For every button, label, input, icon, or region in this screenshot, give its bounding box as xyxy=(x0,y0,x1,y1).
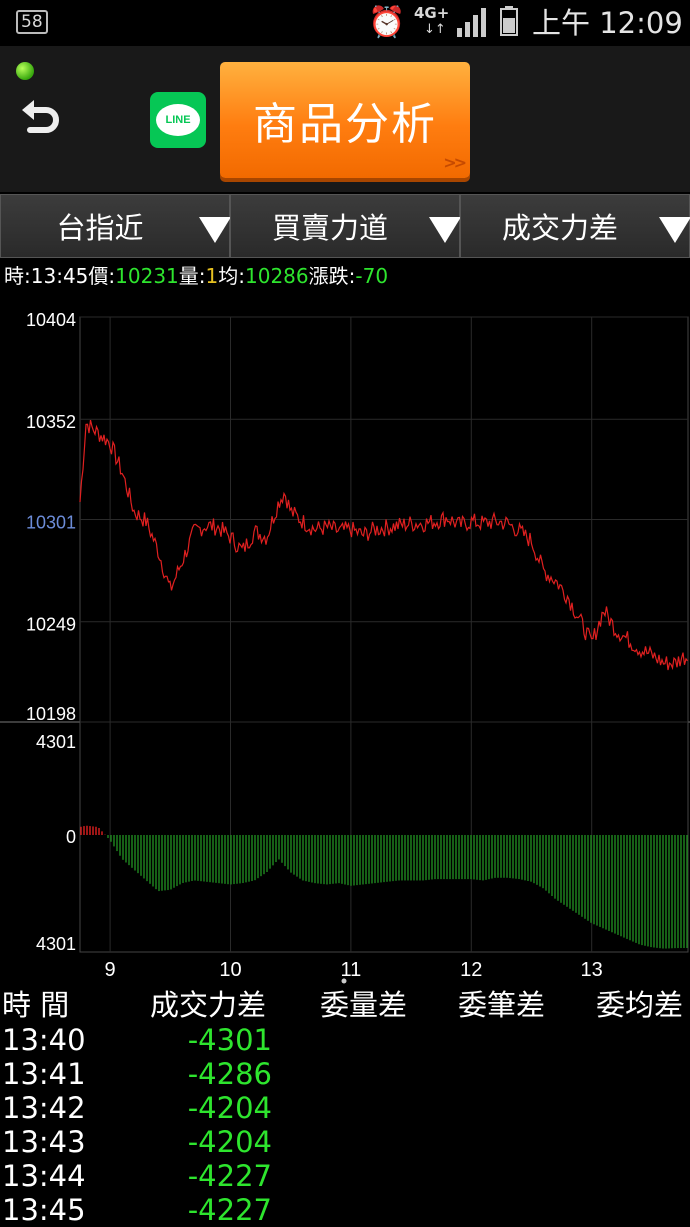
row-force-value: -4301 xyxy=(187,1023,272,1057)
line-logo-icon: LINE xyxy=(156,104,200,136)
time-tick-label: 10 xyxy=(219,959,241,981)
table-row: 13:41 -4286 xyxy=(0,1057,690,1091)
notification-count-icon: 58 xyxy=(16,10,48,34)
dropdown-arrow-icon xyxy=(659,217,690,243)
line-share-button[interactable]: LINE xyxy=(150,92,206,148)
dropdown-arrow-icon xyxy=(429,217,461,243)
force-tick-label: 4301 xyxy=(36,934,76,954)
subindicator-dropdown[interactable]: 成交力差 xyxy=(460,194,690,258)
indicator-dropdown-label: 買賣力道 xyxy=(271,211,388,245)
price-tick-label: 10198 xyxy=(26,704,76,724)
row-time: 13:44 xyxy=(2,1159,86,1193)
time-tick-label: 9 xyxy=(105,959,116,981)
force-tick-label: 0 xyxy=(66,827,76,847)
quote-price: 10231 xyxy=(115,264,179,288)
price-tick-label: 10249 xyxy=(26,615,76,635)
row-time: 13:41 xyxy=(2,1057,86,1091)
signal-strength-icon xyxy=(457,8,486,37)
time-tick-label: 11 xyxy=(341,959,362,981)
connection-status-icon xyxy=(16,62,34,80)
status-bar: 58 ⏰ 4G+ ↓↑ 上午 12:09 xyxy=(0,0,690,46)
more-chevron-icon: >> xyxy=(443,153,467,172)
price-label: 價: xyxy=(88,264,116,288)
table-header-order-count-diff: 委筆差 xyxy=(458,988,546,1022)
table-row: 13:42 -4204 xyxy=(0,1091,690,1125)
row-force-value: -4227 xyxy=(187,1159,272,1193)
time-label: 時: xyxy=(4,264,31,288)
table-header-order-avg-diff: 委均差 xyxy=(596,988,684,1022)
quote-info-line: 時:13:45價:10231量:1均:10286漲跌:-70 xyxy=(4,262,388,290)
quote-volume: 1 xyxy=(205,264,219,288)
back-arrow-icon[interactable] xyxy=(18,94,64,140)
table-header-order-volume-diff: 委量差 xyxy=(320,988,408,1022)
row-force-value: -4286 xyxy=(187,1057,272,1091)
row-force-value: -4204 xyxy=(187,1125,272,1159)
price-tick-label: 10404 xyxy=(26,310,76,330)
product-analysis-label: 商品分析 xyxy=(253,99,437,150)
table-row: 13:44 -4227 xyxy=(0,1159,690,1193)
symbol-dropdown-label: 台指近 xyxy=(56,211,144,245)
price-tick-label: 10352 xyxy=(26,412,76,432)
table-header-time: 時 間 xyxy=(2,988,70,1022)
symbol-dropdown[interactable]: 台指近 xyxy=(0,194,231,258)
row-time: 13:42 xyxy=(2,1091,86,1125)
network-type: 4G+ xyxy=(414,4,450,22)
time-tick-label: 13 xyxy=(581,959,603,981)
app-header: LINE 商品分析 >> xyxy=(0,46,690,192)
volume-label: 量: xyxy=(178,264,206,288)
quote-time: 13:45 xyxy=(30,264,89,288)
table-row: 13:40 -4301 xyxy=(0,1023,690,1057)
selector-bar: 台指近 買賣力道 成交力差 xyxy=(0,194,690,260)
price-line xyxy=(79,419,688,671)
table-header-force: 成交力差 xyxy=(150,988,267,1022)
battery-icon xyxy=(500,6,518,36)
indicator-dropdown[interactable]: 買賣力道 xyxy=(230,194,461,258)
time-cursor-dot xyxy=(341,978,347,984)
quote-change: -70 xyxy=(355,264,389,288)
price-tick-label: 10301 xyxy=(26,513,76,533)
row-time: 13:45 xyxy=(2,1193,86,1227)
data-activity-icon: ↓↑ xyxy=(424,22,446,37)
row-time: 13:43 xyxy=(2,1125,86,1159)
row-force-value: -4227 xyxy=(187,1193,272,1227)
quote-average: 10286 xyxy=(245,264,309,288)
table-row: 13:43 -4204 xyxy=(0,1125,690,1159)
alarm-clock-icon: ⏰ xyxy=(368,5,406,40)
row-time: 13:40 xyxy=(2,1023,86,1057)
intraday-chart[interactable]: 10404 10352 10301 10249 10198 9 10 11 12 13 4301 0 4… xyxy=(0,300,690,985)
dropdown-arrow-icon xyxy=(199,217,231,243)
status-clock: 上午 12:09 xyxy=(532,6,683,40)
change-label: 漲跌: xyxy=(308,264,356,288)
time-tick-label: 12 xyxy=(460,959,482,981)
subindicator-dropdown-label: 成交力差 xyxy=(501,211,618,245)
table-row: 13:45 -4227 xyxy=(0,1193,690,1227)
avg-label: 均: xyxy=(218,264,245,288)
product-analysis-button[interactable]: 商品分析 >> xyxy=(220,62,470,178)
row-force-value: -4204 xyxy=(187,1091,272,1125)
force-tick-label: 4301 xyxy=(36,732,76,752)
